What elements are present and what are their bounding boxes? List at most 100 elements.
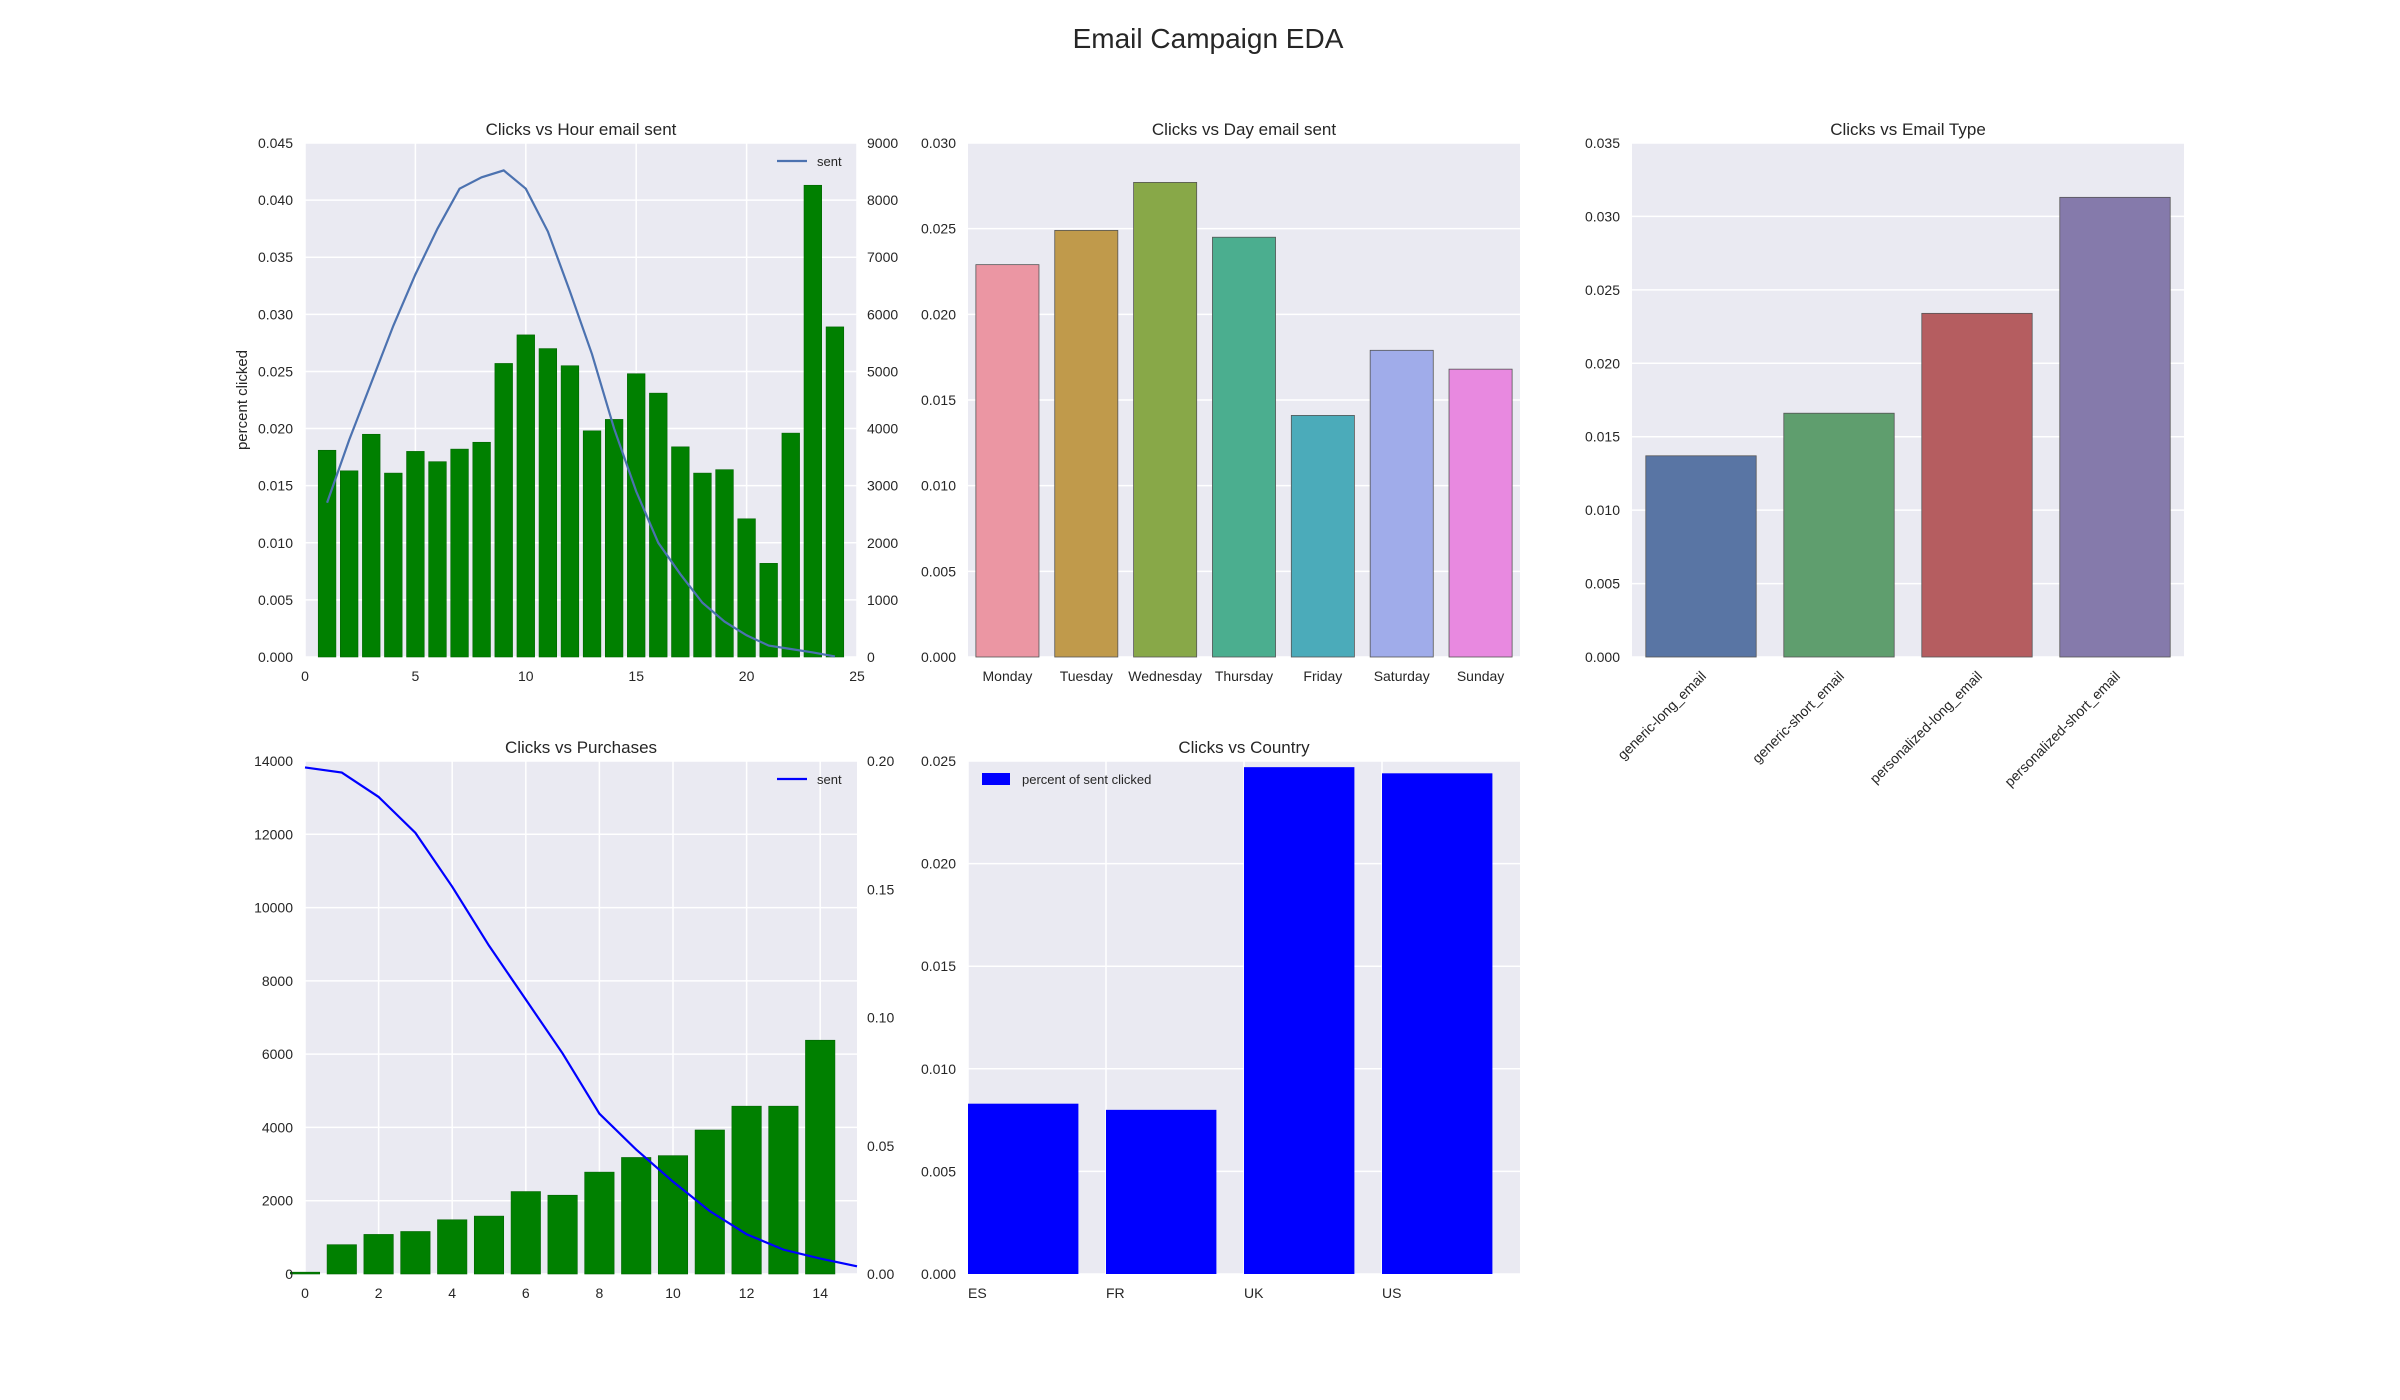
purchases-y-tick-label: 14000 — [254, 753, 293, 769]
hour-y2-tick-label: 9000 — [867, 135, 898, 151]
day-bar — [1054, 229, 1119, 658]
day-bar — [1290, 415, 1355, 658]
hour-bar — [494, 363, 513, 658]
hour-bar — [604, 419, 624, 658]
hour-series-line-sent — [326, 169, 836, 658]
hour-y-tick-label: 0.040 — [258, 192, 293, 208]
day-bar — [1133, 182, 1198, 658]
hour-bar — [582, 430, 602, 658]
purchases-y2-tick-label: 0.05 — [867, 1138, 894, 1154]
country-y-tick-label: 0.000 — [921, 1266, 956, 1282]
type-y-tick-label: 0.015 — [1585, 429, 1620, 445]
purchases-y-tick-label: 10000 — [254, 900, 293, 916]
purchases-y2-tick-label: 0.00 — [867, 1266, 894, 1282]
hour-y2-tick-label: 2000 — [867, 535, 898, 551]
hour-y2-tick-label: 1000 — [867, 592, 898, 608]
purchases-title: Clicks vs Purchases — [505, 738, 657, 757]
day-title: Clicks vs Day email sent — [1152, 120, 1336, 139]
hour-y2-tick-label: 5000 — [867, 363, 898, 379]
hour-bar — [671, 446, 690, 658]
country-y-tick-label: 0.010 — [921, 1061, 956, 1077]
chart-clicks-vs-country: ES FR UK US 0.000 0.005 0.010 0.015 0.020 0.025 Cl… — [921, 738, 1520, 1301]
hour-y2-tick-label: 3000 — [867, 478, 898, 494]
hour-bar — [560, 365, 580, 658]
day-x-tick-label: Tuesday — [1060, 668, 1113, 684]
hour-bar — [450, 448, 469, 658]
day-bar — [975, 264, 1040, 658]
hour-y2-tick-label: 8000 — [867, 192, 898, 208]
hour-y2-tick-label: 7000 — [867, 249, 898, 265]
hour-x-tick-label: 15 — [628, 668, 644, 684]
purchases-x-tick-label: 0 — [301, 1285, 309, 1301]
country-bar — [1244, 767, 1355, 1274]
purchases-bar — [547, 1194, 578, 1275]
day-y-tick-label: 0.010 — [921, 478, 956, 494]
day-x-tick-label: Saturday — [1374, 668, 1430, 684]
purchases-y-tick-label: 4000 — [262, 1119, 293, 1135]
hour-bar — [340, 470, 359, 658]
day-x-tick-label: Monday — [983, 668, 1033, 684]
hour-bar — [406, 451, 425, 658]
hour-x-tick-label: 0 — [301, 668, 309, 684]
figure-title: Email Campaign EDA — [1073, 23, 1344, 54]
country-y-tick-label: 0.005 — [921, 1163, 956, 1179]
purchases-bar — [473, 1215, 505, 1275]
type-y-tick-label: 0.020 — [1585, 355, 1620, 371]
country-bar — [1106, 1109, 1217, 1274]
purchases-x-tick-label: 8 — [596, 1285, 604, 1301]
purchases-y-tick-label: 12000 — [254, 826, 293, 842]
purchases-bar — [400, 1231, 431, 1275]
hour-title: Clicks vs Hour email sent — [486, 120, 677, 139]
purchases-y2-tick-label: 0.10 — [867, 1010, 894, 1026]
hour-y-tick-label: 0.005 — [258, 592, 293, 608]
purchases-y2-tick-label: 0.15 — [867, 881, 894, 897]
hour-y-tick-label: 0.030 — [258, 306, 293, 322]
purchases-x-tick-label: 14 — [812, 1285, 828, 1301]
country-legend-swatch — [982, 773, 1010, 785]
day-y-tick-label: 0.015 — [921, 392, 956, 408]
hour-y-tick-label: 0.020 — [258, 421, 293, 437]
hour-x-tick-label: 20 — [739, 668, 755, 684]
type-y-tick-label: 0.025 — [1585, 282, 1620, 298]
type-y-tick-label: 0.005 — [1585, 576, 1620, 592]
hour-bar — [472, 441, 491, 658]
hour-bar — [781, 432, 800, 658]
hour-y-tick-label: 0.045 — [258, 135, 293, 151]
chart-clicks-vs-day: Monday Tuesday Wednesday Thursday Friday Satu… — [921, 120, 1520, 684]
hour-y-axis-label: percent clicked — [234, 350, 251, 450]
country-x-tick-label: ES — [968, 1285, 987, 1301]
country-y-tick-label: 0.020 — [921, 856, 956, 872]
hour-y2-tick-label: 6000 — [867, 306, 898, 322]
hour-bar — [516, 334, 535, 658]
hour-bar — [538, 348, 558, 658]
purchases-bar — [584, 1171, 615, 1275]
hour-bar — [362, 433, 381, 658]
type-y-tick-label: 0.000 — [1585, 649, 1620, 665]
hour-y-tick-label: 0.000 — [258, 649, 293, 665]
hour-bar — [627, 373, 646, 658]
hour-y2-tick-label: 4000 — [867, 421, 898, 437]
purchases-y-tick-label: 2000 — [262, 1193, 293, 1209]
country-bar — [1382, 773, 1493, 1274]
chart-clicks-vs-purchases: 0 2 4 6 8 10 12 14 0 2000 4000 6000 8000 10000 12000 14… — [254, 738, 894, 1301]
country-title: Clicks vs Country — [1178, 738, 1310, 757]
day-y-tick-label: 0.005 — [921, 563, 956, 579]
purchases-bar — [326, 1244, 357, 1275]
day-bar — [1212, 236, 1276, 658]
purchases-x-tick-label: 4 — [448, 1285, 456, 1301]
hour-bar — [803, 184, 822, 658]
purchases-bar — [363, 1234, 394, 1275]
chart-clicks-vs-hour: 0 5 10 15 20 25 0.000 0.005 0.010 0.015 0.020 0.025… — [234, 120, 898, 684]
day-x-tick-label: Sunday — [1457, 668, 1504, 684]
day-y-tick-label: 0.000 — [921, 649, 956, 665]
purchases-x-tick-label: 12 — [739, 1285, 755, 1301]
hour-bar — [384, 472, 403, 658]
type-bar — [1921, 312, 2033, 658]
hour-x-tick-label: 5 — [412, 668, 420, 684]
purchases-bar — [731, 1105, 762, 1275]
country-bar — [968, 1103, 1079, 1274]
type-bar — [2059, 196, 2171, 658]
hour-y-tick-label: 0.015 — [258, 478, 293, 494]
country-x-tick-label: FR — [1106, 1285, 1125, 1301]
purchases-bar — [437, 1219, 468, 1275]
